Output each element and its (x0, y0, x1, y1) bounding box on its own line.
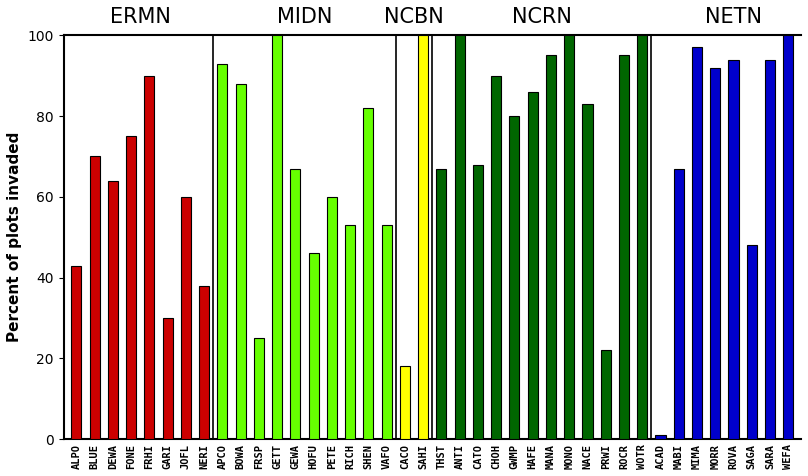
Bar (564, 35, 574, 439)
Bar (254, 338, 264, 439)
Bar (145, 76, 154, 439)
Text: ERMN: ERMN (110, 7, 170, 27)
Bar (162, 318, 173, 439)
Bar (655, 435, 666, 439)
Bar (729, 60, 739, 439)
Bar (765, 60, 775, 439)
Bar (546, 56, 556, 439)
Bar (638, 35, 647, 439)
Y-axis label: Percent of plots invaded: Percent of plots invaded (7, 132, 22, 342)
Bar (400, 367, 410, 439)
Bar (107, 181, 118, 439)
Text: NETN: NETN (705, 7, 762, 27)
Bar (600, 350, 611, 439)
Bar (510, 116, 520, 439)
Bar (436, 169, 447, 439)
Text: NCBN: NCBN (384, 7, 444, 27)
Bar (90, 157, 99, 439)
Bar (364, 108, 373, 439)
Text: MIDN: MIDN (277, 7, 332, 27)
Bar (783, 35, 793, 439)
Bar (674, 169, 684, 439)
Bar (583, 104, 592, 439)
Bar (619, 56, 629, 439)
Bar (199, 286, 209, 439)
Bar (692, 48, 702, 439)
Bar (272, 35, 282, 439)
Bar (327, 197, 337, 439)
Bar (181, 197, 191, 439)
Bar (309, 253, 318, 439)
Bar (455, 35, 465, 439)
Bar (71, 266, 82, 439)
Bar (126, 136, 137, 439)
Bar (381, 225, 392, 439)
Bar (528, 92, 538, 439)
Bar (290, 169, 301, 439)
Bar (747, 245, 757, 439)
Bar (473, 165, 483, 439)
Bar (217, 64, 227, 439)
Bar (491, 76, 501, 439)
Bar (710, 68, 720, 439)
Bar (419, 35, 428, 439)
Text: NCRN: NCRN (512, 7, 572, 27)
Bar (236, 84, 246, 439)
Bar (345, 225, 356, 439)
